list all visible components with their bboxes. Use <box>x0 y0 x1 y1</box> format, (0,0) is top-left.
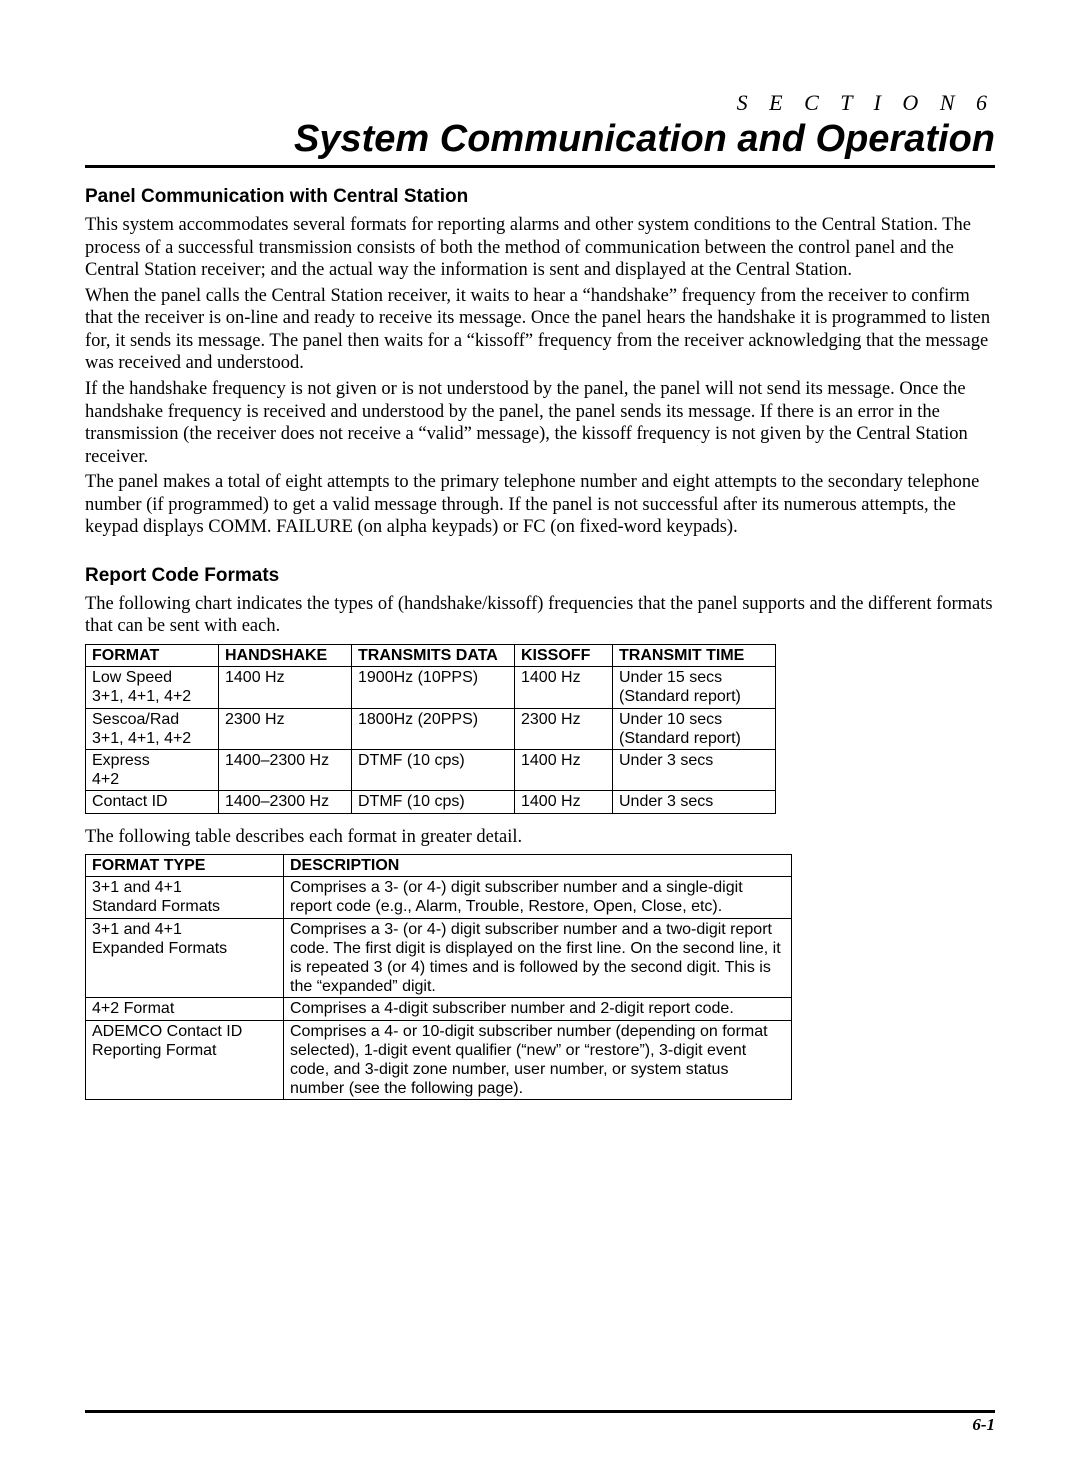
paragraph-6: The following table describes each forma… <box>85 826 995 849</box>
col-time: TRANSMIT TIME <box>613 645 776 667</box>
main-title: System Communication and Operation <box>85 118 995 161</box>
table-cell: 1400 Hz <box>515 667 613 708</box>
table-row: 3+1 and 4+1Expanded FormatsComprises a 3… <box>86 918 792 998</box>
section-label: S E C T I O N 6 <box>85 90 995 116</box>
table-cell: Under 10 secs(Standard report) <box>613 708 776 749</box>
table-row: ADEMCO Contact ID Reporting FormatCompri… <box>86 1020 792 1100</box>
table-cell: 4+2 Format <box>86 998 284 1020</box>
table-cell: Comprises a 4-digit subscriber number an… <box>284 998 792 1020</box>
table-cell: Contact ID <box>86 791 219 813</box>
table-cell: DTMF (10 cps) <box>352 749 515 790</box>
col-format: FORMAT <box>86 645 219 667</box>
table-cell: 1900Hz (10PPS) <box>352 667 515 708</box>
col-format-type: FORMAT TYPE <box>86 855 284 877</box>
table-row: 3+1 and 4+1Standard FormatsComprises a 3… <box>86 877 792 918</box>
paragraph-3: If the handshake frequency is not given … <box>85 378 995 468</box>
page: S E C T I O N 6 System Communication and… <box>0 0 1080 1475</box>
description-table: FORMAT TYPE DESCRIPTION 3+1 and 4+1Stand… <box>85 854 792 1100</box>
footer-rule <box>85 1410 995 1413</box>
table-cell: 1400 Hz <box>515 749 613 790</box>
paragraph-2: When the panel calls the Central Station… <box>85 285 995 375</box>
table-cell: Under 3 secs <box>613 791 776 813</box>
table-cell: Comprises a 3- (or 4-) digit subscriber … <box>284 877 792 918</box>
paragraph-5: The following chart indicates the types … <box>85 593 995 638</box>
page-number: 6-1 <box>85 1415 995 1435</box>
table-cell: 3+1 and 4+1Expanded Formats <box>86 918 284 998</box>
table-cell: Sescoa/Rad3+1, 4+1, 4+2 <box>86 708 219 749</box>
table-cell: Low Speed3+1, 4+1, 4+2 <box>86 667 219 708</box>
table-row: Contact ID1400–2300 HzDTMF (10 cps)1400 … <box>86 791 776 813</box>
table-header-row: FORMAT HANDSHAKE TRANSMITS DATA KISSOFF … <box>86 645 776 667</box>
table-row: Express4+21400–2300 HzDTMF (10 cps)1400 … <box>86 749 776 790</box>
description-table-body: 3+1 and 4+1Standard FormatsComprises a 3… <box>86 877 792 1100</box>
table-cell: Comprises a 3- (or 4-) digit subscriber … <box>284 918 792 998</box>
table-cell: 1400–2300 Hz <box>219 791 352 813</box>
table-row: Sescoa/Rad3+1, 4+1, 4+22300 Hz1800Hz (20… <box>86 708 776 749</box>
subheading-panel-comm: Panel Communication with Central Station <box>85 186 995 208</box>
table-cell: 1400 Hz <box>219 667 352 708</box>
col-description: DESCRIPTION <box>284 855 792 877</box>
paragraph-4: The panel makes a total of eight attempt… <box>85 471 995 539</box>
col-handshake: HANDSHAKE <box>219 645 352 667</box>
table-cell: Comprises a 4- or 10-digit subscriber nu… <box>284 1020 792 1100</box>
col-transmits: TRANSMITS DATA <box>352 645 515 667</box>
table-cell: Express4+2 <box>86 749 219 790</box>
subheading-report-formats: Report Code Formats <box>85 565 995 587</box>
table-cell: Under 15 secs(Standard report) <box>613 667 776 708</box>
table-cell: DTMF (10 cps) <box>352 791 515 813</box>
table-cell: 2300 Hz <box>515 708 613 749</box>
table-header-row: FORMAT TYPE DESCRIPTION <box>86 855 792 877</box>
frequency-table: FORMAT HANDSHAKE TRANSMITS DATA KISSOFF … <box>85 644 776 814</box>
table-cell: 3+1 and 4+1Standard Formats <box>86 877 284 918</box>
title-rule <box>85 165 995 168</box>
table-cell: 1400–2300 Hz <box>219 749 352 790</box>
table-cell: Under 3 secs <box>613 749 776 790</box>
table-row: Low Speed3+1, 4+1, 4+21400 Hz1900Hz (10P… <box>86 667 776 708</box>
table-cell: 1400 Hz <box>515 791 613 813</box>
table-cell: 1800Hz (20PPS) <box>352 708 515 749</box>
col-kissoff: KISSOFF <box>515 645 613 667</box>
table-cell: ADEMCO Contact ID Reporting Format <box>86 1020 284 1100</box>
table-cell: 2300 Hz <box>219 708 352 749</box>
paragraph-1: This system accommodates several formats… <box>85 214 995 282</box>
frequency-table-body: Low Speed3+1, 4+1, 4+21400 Hz1900Hz (10P… <box>86 667 776 813</box>
table-row: 4+2 FormatComprises a 4-digit subscriber… <box>86 998 792 1020</box>
